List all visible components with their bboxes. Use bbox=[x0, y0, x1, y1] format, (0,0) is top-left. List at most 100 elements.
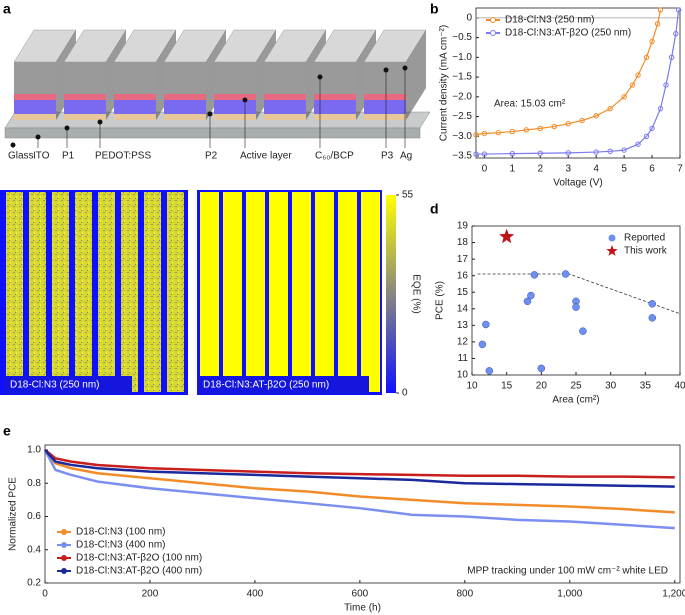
x-tick-label: 800 bbox=[456, 589, 473, 600]
pedot-layer bbox=[114, 114, 156, 120]
leader-dot bbox=[10, 142, 16, 148]
x-tick-label: 4 bbox=[593, 164, 599, 175]
legend-label: D18-Cl:N3 (250 nm) bbox=[505, 15, 594, 26]
y-tick-label: −0.5 bbox=[452, 32, 472, 43]
y-axis-label: Normalized PCE bbox=[8, 477, 19, 551]
eqe-stripe bbox=[6, 192, 23, 392]
x-tick-label: 25 bbox=[570, 381, 582, 392]
x-tick-label: 6 bbox=[649, 164, 655, 175]
x-tick-label: 1,200 bbox=[662, 589, 685, 600]
y-tick-label: 18 bbox=[457, 237, 469, 248]
eqe-stripe bbox=[338, 192, 357, 392]
data-point bbox=[495, 130, 502, 136]
ag-layer bbox=[364, 62, 406, 94]
map-label: D18-Cl:N3 (250 nm) bbox=[10, 380, 99, 391]
colorbar-label: EQE (%) bbox=[410, 274, 421, 313]
x-tick-label: 30 bbox=[605, 381, 617, 392]
data-point bbox=[668, 54, 675, 61]
x-tick-label: 1,000 bbox=[557, 589, 582, 600]
y-tick-label: 13 bbox=[457, 320, 469, 331]
y-tick-label: 10 bbox=[457, 370, 469, 381]
x-tick-label: 0 bbox=[482, 164, 488, 175]
eqe-stripe bbox=[144, 192, 161, 392]
data-point bbox=[537, 150, 543, 156]
data-point bbox=[509, 150, 516, 157]
legend-swatch bbox=[608, 234, 616, 242]
y-tick-label: 0.6 bbox=[27, 511, 41, 522]
eqe-stripe bbox=[200, 192, 219, 392]
data-point bbox=[621, 94, 627, 100]
y-axis-label: PCE (%) bbox=[435, 281, 446, 320]
data-point bbox=[593, 149, 599, 155]
eqe-stripe bbox=[29, 192, 46, 392]
data-point bbox=[649, 125, 655, 132]
y-tick-label: 11 bbox=[458, 353, 469, 364]
pedot-layer bbox=[64, 114, 106, 120]
map-label: D18-Cl:N3:AT-β2O (250 nm) bbox=[203, 380, 329, 391]
data-line bbox=[44, 449, 675, 488]
y-tick-label: 17 bbox=[457, 254, 469, 265]
ag-layer bbox=[114, 62, 156, 94]
data-point bbox=[473, 132, 479, 138]
data-point bbox=[657, 105, 664, 112]
data-point bbox=[499, 228, 515, 244]
data-point bbox=[607, 148, 613, 154]
eqe-stripe bbox=[167, 192, 184, 392]
x-tick-label: 200 bbox=[142, 589, 159, 600]
colorbar bbox=[386, 195, 396, 393]
data-point bbox=[530, 271, 539, 279]
schematic-label: Glass bbox=[8, 151, 34, 162]
legend-label: This work bbox=[624, 246, 668, 257]
y-tick-label: 0.2 bbox=[27, 578, 41, 589]
y-tick-label: 15 bbox=[457, 287, 469, 298]
data-point bbox=[635, 72, 641, 78]
data-line bbox=[43, 449, 675, 530]
active-layer bbox=[314, 100, 356, 114]
annotation: Area: 15.03 cm² bbox=[494, 99, 566, 110]
data-point bbox=[565, 120, 571, 127]
data-point bbox=[565, 150, 571, 156]
eqe-stripe bbox=[246, 192, 265, 392]
leader-dot bbox=[207, 111, 213, 117]
x-tick-label: 15 bbox=[501, 381, 513, 392]
legend-label: D18-Cl:N3:AT-β2O (100 nm) bbox=[76, 553, 202, 564]
eqe-stripe bbox=[269, 192, 288, 392]
y-tick-label: 19 bbox=[457, 221, 469, 232]
plot-frame bbox=[44, 444, 681, 584]
bcp-layer bbox=[264, 94, 306, 100]
legend-swatch bbox=[61, 529, 67, 535]
data-point bbox=[657, 7, 664, 13]
eqe-stripe bbox=[315, 192, 334, 392]
pedot-layer bbox=[364, 114, 406, 120]
bcp-layer bbox=[14, 94, 56, 100]
data-point bbox=[572, 303, 580, 311]
y-tick-label: 14 bbox=[457, 303, 469, 314]
pedot-layer bbox=[214, 114, 256, 120]
data-point bbox=[607, 105, 613, 112]
y-tick-label: 1.0 bbox=[27, 445, 41, 456]
y-tick-label: 16 bbox=[457, 270, 469, 281]
data-point bbox=[663, 82, 669, 88]
ag-layer bbox=[164, 62, 206, 94]
x-tick-label: 20 bbox=[536, 381, 548, 392]
data-point bbox=[537, 364, 546, 373]
x-tick-label: 2 bbox=[537, 164, 543, 175]
annotation: MPP tracking under 100 mW cm⁻² white LED bbox=[467, 566, 668, 577]
active-layer bbox=[14, 100, 56, 114]
data-point bbox=[485, 367, 494, 375]
data-point bbox=[579, 327, 587, 335]
data-point bbox=[673, 30, 679, 37]
y-tick-label: −3.0 bbox=[452, 131, 472, 142]
data-point bbox=[593, 113, 599, 119]
x-tick-label: 1 bbox=[510, 164, 516, 175]
x-tick-label: 10 bbox=[466, 381, 478, 392]
data-point bbox=[537, 125, 543, 132]
active-layer bbox=[114, 100, 156, 114]
data-line bbox=[44, 449, 675, 479]
colorbar-tick-label: 55 bbox=[402, 190, 414, 201]
leader-dot bbox=[402, 65, 408, 71]
x-tick-label: 35 bbox=[640, 381, 652, 392]
data-point bbox=[629, 82, 636, 88]
legend-label: D18-Cl:N3:AT-β2O (250 nm) bbox=[505, 28, 631, 39]
